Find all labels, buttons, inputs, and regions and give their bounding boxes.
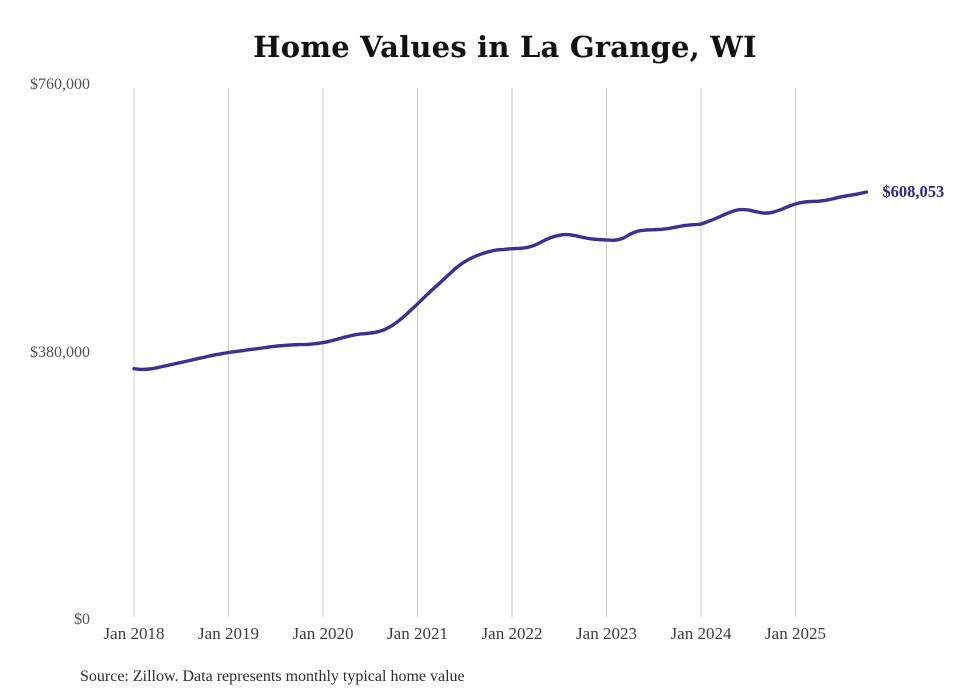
source-note: Source: Zillow. Data represents monthly …: [80, 668, 465, 685]
x-tick-label: Jan 2019: [198, 624, 259, 643]
y-tick-label: $380,000: [30, 343, 90, 361]
x-tick-label: Jan 2022: [481, 624, 543, 643]
x-tick-label: Jan 2023: [576, 624, 637, 643]
y-tick-label: $0: [74, 611, 90, 628]
chart-title: Home Values in La Grange, WI: [253, 30, 757, 64]
x-tick-label: Jan 2021: [387, 624, 448, 643]
home-value-line-series: [132, 190, 869, 372]
x-tick-label: Jan 2018: [103, 624, 165, 643]
x-tick-label: Jan 2025: [765, 624, 826, 643]
x-tick-label: Jan 2024: [670, 624, 732, 643]
x-tick-label: Jan 2020: [292, 624, 354, 643]
final-value-label: $608,053: [882, 181, 945, 201]
y-tick-label: $760,000: [30, 76, 90, 93]
